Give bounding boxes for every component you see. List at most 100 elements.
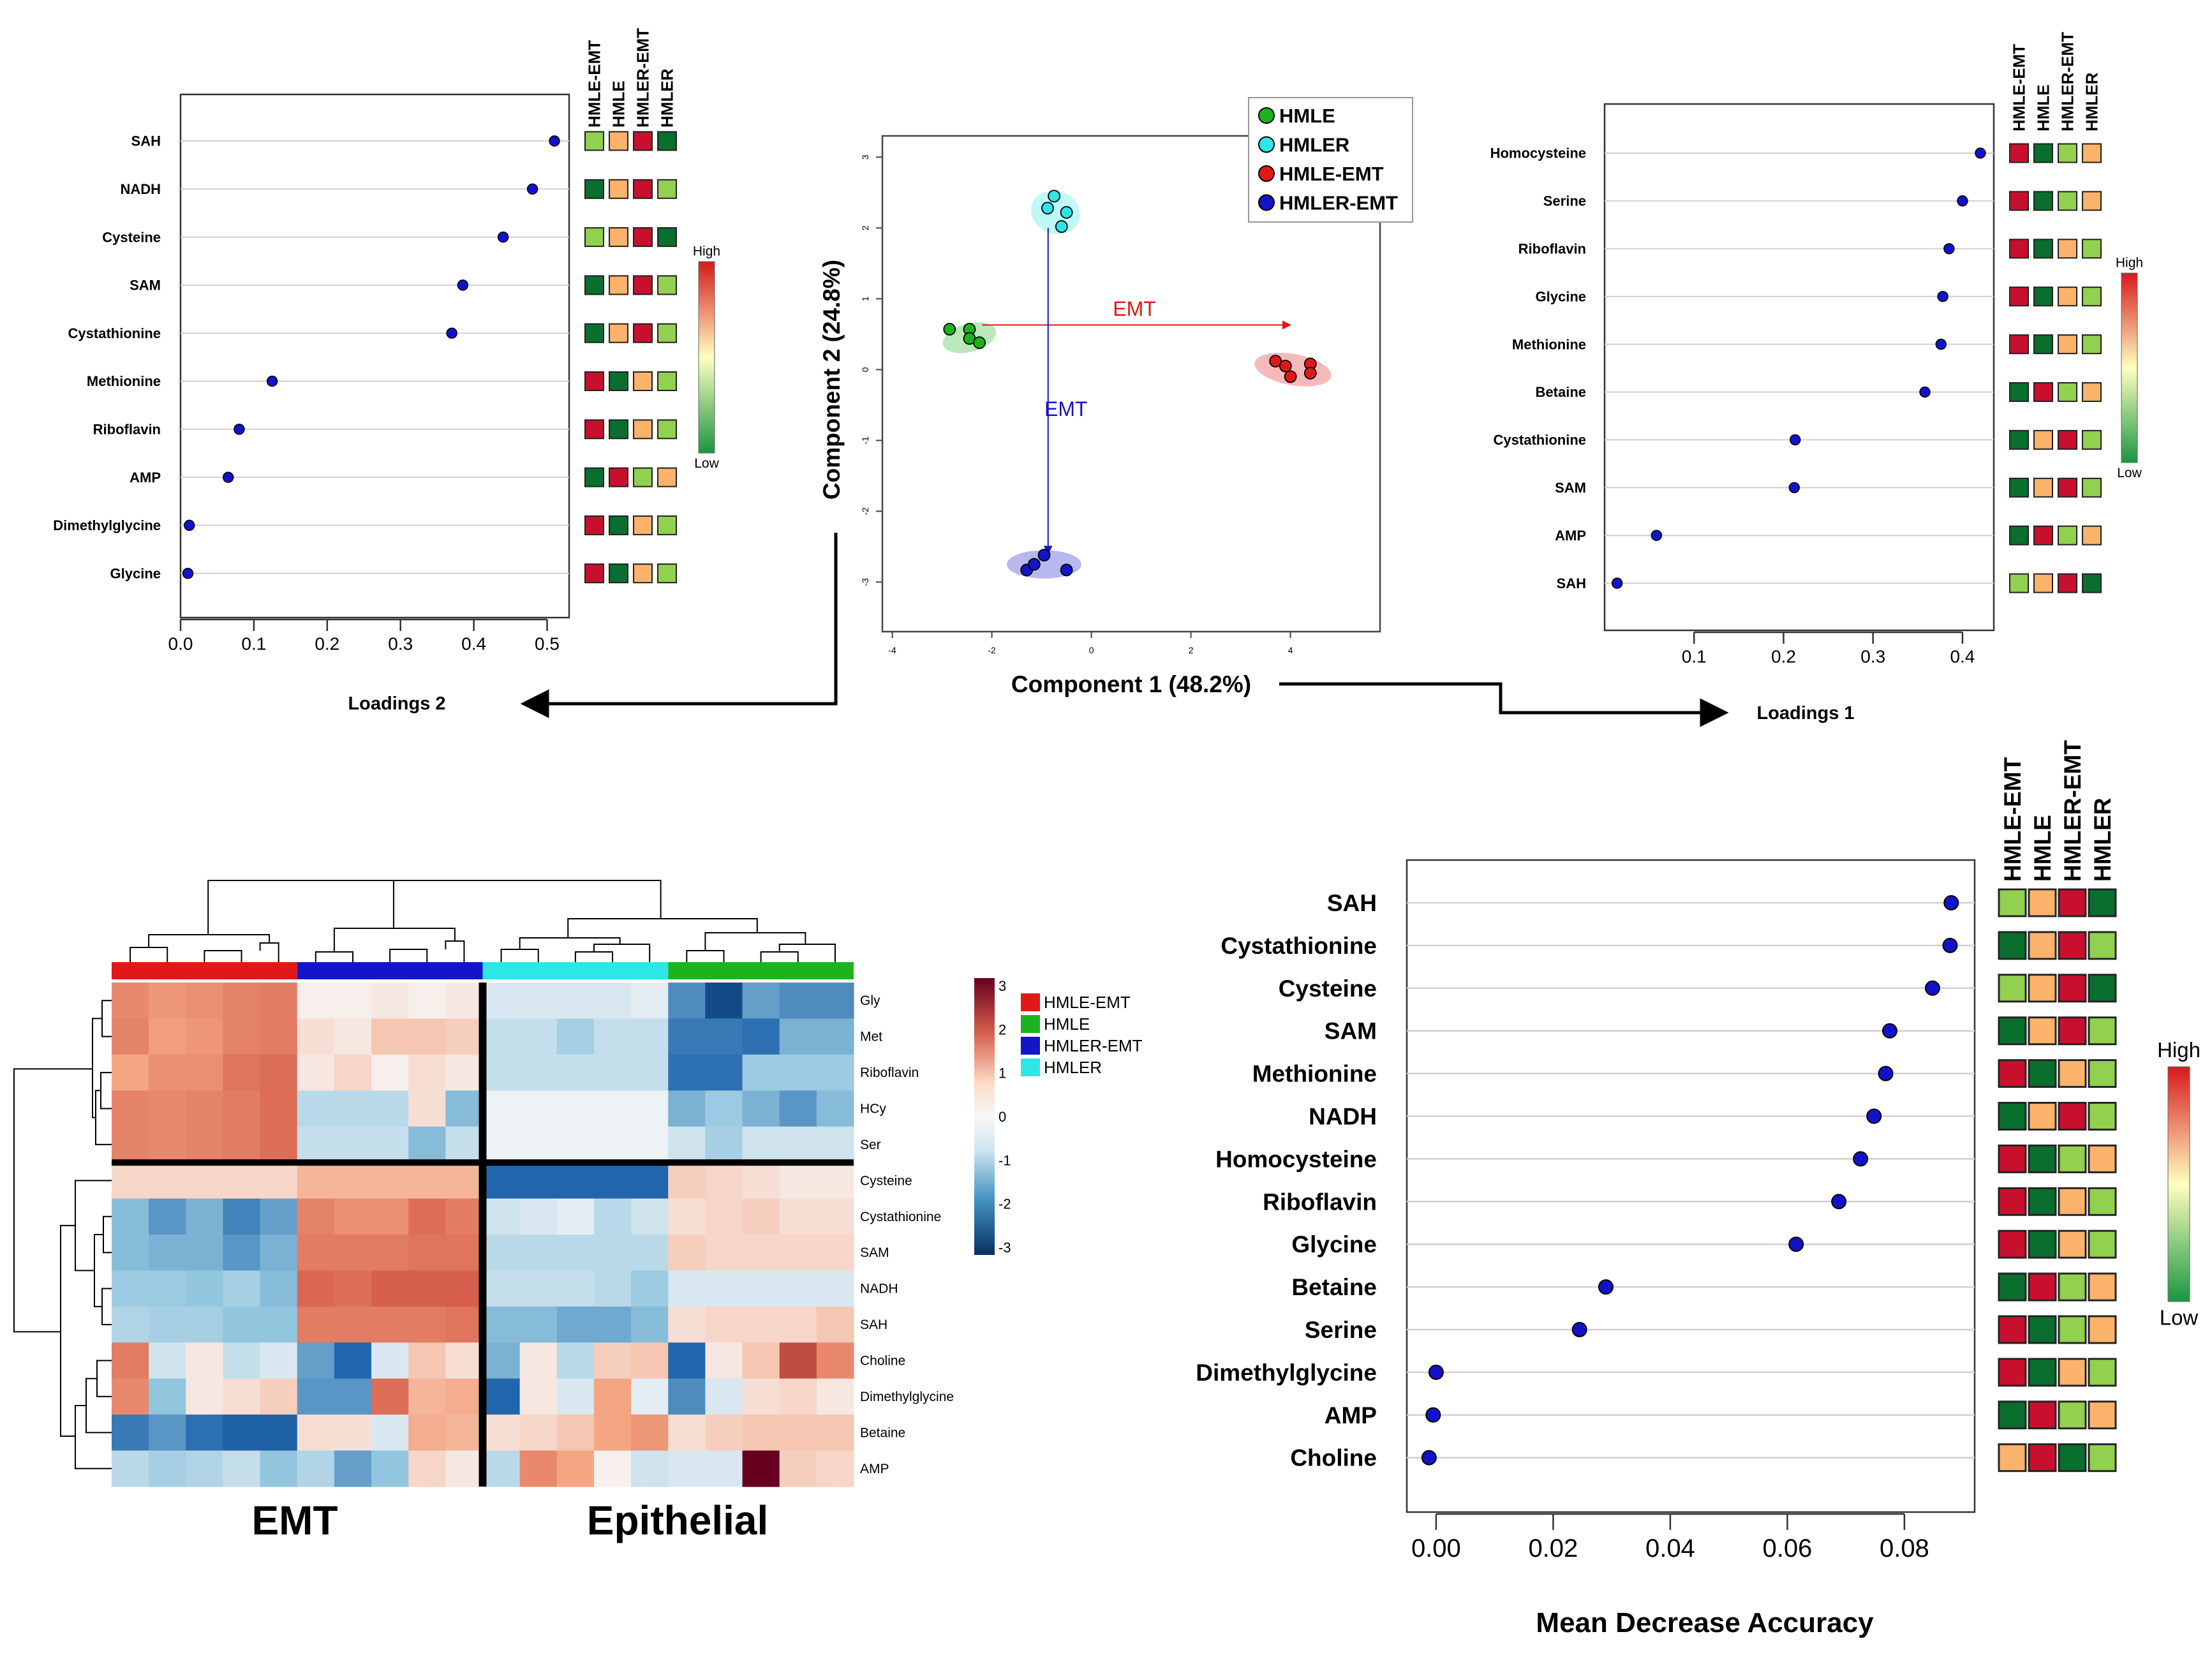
level-square <box>584 227 605 248</box>
heatmap-cell <box>816 983 854 1020</box>
heatmap-row-label: Ser <box>860 1138 881 1152</box>
heatmap-cell <box>519 1018 558 1055</box>
level-square <box>2088 1229 2117 1259</box>
metabolite-label: Choline <box>1290 1445 1377 1471</box>
metabolite-label: Homocysteine <box>1490 145 1586 161</box>
heatmap-cell <box>445 983 484 1020</box>
heatmap-cell <box>742 1090 780 1127</box>
dendrogram-branch <box>92 1018 102 1118</box>
level-square <box>2028 1187 2057 1216</box>
level-square <box>2033 573 2054 593</box>
level-square <box>584 419 605 440</box>
heatmap-cell <box>445 1306 484 1343</box>
heatmap-cell <box>742 1018 780 1055</box>
heatmap-cell <box>445 1414 484 1451</box>
dendrogram-branch <box>148 934 271 947</box>
x-tick-label: 0.3 <box>388 634 413 653</box>
heatmap-cell <box>371 1378 409 1415</box>
metabolite-label: SAM <box>1325 1018 1377 1044</box>
heatmap-cell <box>556 983 595 1020</box>
x-tick-label: -2 <box>988 645 996 655</box>
heatmap-cell <box>519 1270 558 1307</box>
level-square <box>2008 143 2030 163</box>
heatmap-cell <box>816 1126 854 1163</box>
level-square <box>2033 191 2054 211</box>
level-square <box>2088 974 2117 1003</box>
level-square <box>584 467 605 487</box>
heatmap-row-label: Cysteine <box>860 1173 912 1188</box>
heatmap-cell <box>186 1378 224 1415</box>
heatmap-cell <box>149 1126 186 1163</box>
legend-swatch <box>1021 1015 1040 1033</box>
level-square <box>1998 888 2027 917</box>
heatmap-cell <box>223 1198 261 1235</box>
legend-label: HMLE <box>1044 1014 1090 1034</box>
heatmap-cell <box>260 1198 298 1235</box>
heatmap-cell <box>593 1198 632 1235</box>
heatmap-cell <box>408 1450 446 1487</box>
heatmap-cell <box>334 1342 372 1379</box>
heatmap-cell <box>742 1126 780 1163</box>
level-square <box>608 467 629 487</box>
level-square <box>657 227 678 248</box>
level-square <box>2058 1144 2087 1173</box>
level-square <box>2028 1400 2057 1430</box>
heatmap-cell <box>408 1018 446 1055</box>
level-square <box>1998 1102 2027 1131</box>
pca-legend-box <box>1248 97 1413 223</box>
sample-point <box>1048 189 1060 203</box>
heatmap-cell <box>816 1414 854 1451</box>
loading-dot <box>497 231 509 243</box>
high-low-colorbar <box>698 261 715 454</box>
loading-dot <box>1425 1407 1441 1423</box>
level-square <box>2081 334 2102 355</box>
heatmap-cell <box>408 1378 446 1415</box>
level-square <box>584 515 605 535</box>
level-square <box>1998 1358 2027 1387</box>
mda-plot-frame <box>1406 859 1976 1513</box>
column-header-label: HMLE-EMT <box>2000 757 2026 882</box>
heatmap-cell <box>631 1306 669 1343</box>
heatmap-cell <box>631 1414 669 1451</box>
level-square <box>2028 974 2057 1003</box>
x-axis-title: Mean Decrease Accuracy <box>1536 1607 1874 1638</box>
heatmap-cell <box>556 1306 595 1343</box>
heatmap-cell <box>482 1054 521 1091</box>
level-square <box>2081 191 2102 211</box>
heatmap-cell <box>705 1162 743 1199</box>
heatmap-cell <box>668 1235 706 1272</box>
heatmap-cell <box>149 1090 186 1127</box>
level-square <box>2081 477 2102 498</box>
column-group-bar <box>112 962 297 979</box>
heatmap-cell <box>186 1198 224 1235</box>
heatmap-cell <box>779 1054 817 1091</box>
level-square <box>2033 525 2054 545</box>
heatmap-cell <box>519 1126 558 1163</box>
legend-swatch <box>1021 993 1040 1011</box>
heatmap-cell <box>408 1235 446 1272</box>
x-axis-title: Loadings 1 <box>1756 703 1854 724</box>
metabolite-label: Serine <box>1543 193 1586 209</box>
loading-dot <box>1957 195 1968 207</box>
level-square <box>1998 1229 2027 1259</box>
level-square <box>657 275 678 295</box>
heatmap-cell <box>371 1018 409 1055</box>
heatmap-cell <box>371 1342 409 1379</box>
loading-dot <box>457 279 469 291</box>
level-square <box>1998 931 2027 960</box>
dendrogram-branch <box>315 951 353 962</box>
heatmap-cell <box>408 1090 446 1127</box>
dendrogram-branch <box>686 950 725 962</box>
dendrogram-branch <box>301 880 662 919</box>
dendrogram-branch <box>778 944 836 962</box>
metabolite-label: AMP <box>1325 1402 1377 1429</box>
heatmap-cell <box>297 1342 335 1379</box>
level-square <box>632 179 653 199</box>
metabolite-label: Glycine <box>110 565 161 581</box>
loadings2-plot-frame <box>179 93 570 619</box>
sample-point <box>1279 359 1292 373</box>
level-square <box>2058 974 2087 1003</box>
heatmap-cell <box>149 1198 186 1235</box>
heatmap-cell <box>668 1018 706 1055</box>
dendrogram-branch <box>704 932 806 951</box>
